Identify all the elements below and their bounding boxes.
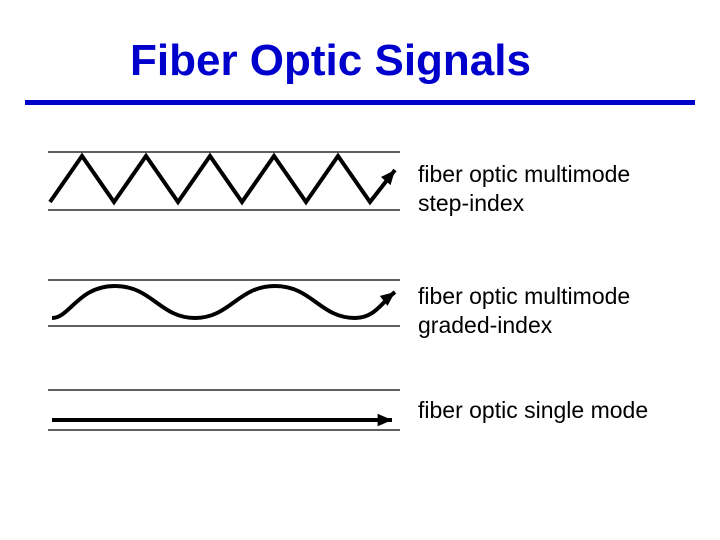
fiber-diagrams <box>0 0 720 540</box>
panel-step-index <box>48 152 400 210</box>
panel-single-mode <box>48 390 400 430</box>
panel-graded-index <box>48 280 400 326</box>
